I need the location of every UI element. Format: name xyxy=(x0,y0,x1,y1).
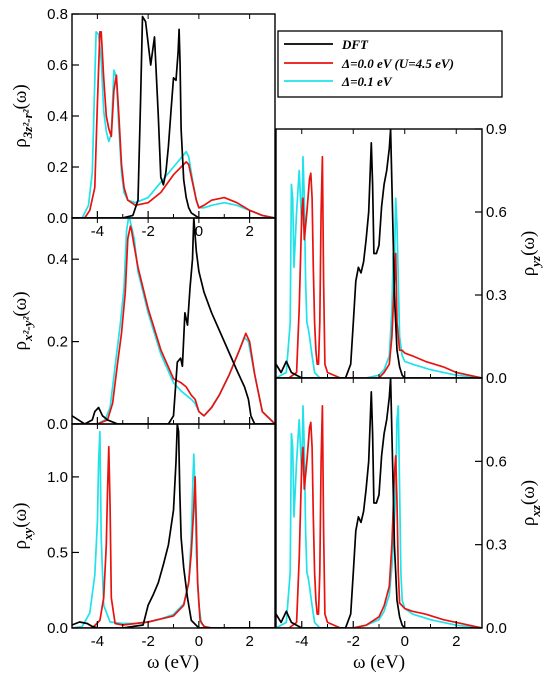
y-label-symbol: ρ xyxy=(10,540,31,549)
x-tick-label: -4 xyxy=(91,633,104,650)
panel-yz: 0.0 0.3 0.6 0.9 ρyz(ω) xyxy=(275,121,543,387)
x-tick-label: -4 xyxy=(295,633,308,650)
series-group xyxy=(72,15,275,218)
series-group xyxy=(72,218,275,424)
series-group xyxy=(276,129,482,378)
series-line-u45 xyxy=(72,30,275,218)
legend-label-d01: Δ=0.1 eV xyxy=(341,74,393,89)
y-label-arg: (ω) xyxy=(10,503,31,528)
legend-label-u45: Δ=0.0 eV (U=4.5 eV) xyxy=(341,56,454,71)
y-tick-label: 0.0 xyxy=(47,620,68,637)
y-label-subscript: 3z²-r² xyxy=(20,108,35,139)
y-axis-label: ρxy(ω) xyxy=(10,503,35,550)
y-tick-label: 0.4 xyxy=(47,251,68,268)
x-tick-label: 2 xyxy=(452,633,460,650)
y-label-symbol: ρ xyxy=(10,138,31,147)
y-tick-label: 0.6 xyxy=(486,204,507,221)
y-axis-label: ρ3z²-r²(ω) xyxy=(10,84,35,147)
plot-frame xyxy=(275,128,483,379)
y-label-arg: (ω) xyxy=(10,291,31,316)
y-tick-label: 1.0 xyxy=(47,469,68,486)
y-tick-label: 0.0 xyxy=(486,370,507,387)
x-tick-label: 0 xyxy=(195,633,203,650)
x-tick-label: -2 xyxy=(347,633,360,650)
y-label-subscript: yz xyxy=(528,255,543,269)
y-tick-label: 0.2 xyxy=(47,159,68,176)
panel-xy: -4 -2 0 2 0.0 0.5 1.0 ρxy(ω) xyxy=(10,423,276,650)
series-line-d01 xyxy=(276,155,482,378)
y-label-symbol: ρ xyxy=(518,517,539,526)
series-line-u45 xyxy=(276,155,482,378)
x-tick-label: 2 xyxy=(245,633,253,650)
series-line-d01 xyxy=(72,218,275,424)
legend: DFT Δ=0.0 eV (U=4.5 eV) Δ=0.1 eV xyxy=(277,30,503,98)
y-axis-label: ρxz(ω) xyxy=(518,480,543,526)
y-label-subscript: xz xyxy=(528,504,543,518)
panel-xz: -4 -2 0 2 0.0 0.3 0.6 ρxz(ω) xyxy=(275,377,543,650)
panel-x2-y2: 0.0 0.2 0.4 ρx²-y²(ω) xyxy=(10,217,276,433)
y-label-arg: (ω) xyxy=(518,480,539,505)
y-label-arg: (ω) xyxy=(10,84,31,109)
plot-frame xyxy=(275,377,483,629)
y-tick-label: 0.3 xyxy=(486,287,507,304)
x-tick-label: 0 xyxy=(195,223,203,240)
x-tick-label: -4 xyxy=(91,223,104,240)
y-tick-label: 0.3 xyxy=(486,537,507,554)
y-tick-label: 0.6 xyxy=(486,453,507,470)
series-group xyxy=(276,378,482,628)
x-tick-label: -2 xyxy=(141,633,154,650)
series-group xyxy=(72,424,275,628)
series-line-u45 xyxy=(276,404,482,628)
y-tick-label: 0.0 xyxy=(486,620,507,637)
series-line-dft xyxy=(72,424,275,628)
y-label-subscript: xy xyxy=(20,527,35,541)
series-line-u45 xyxy=(72,225,275,424)
series-line-dft xyxy=(72,15,275,218)
legend-label-dft: DFT xyxy=(341,37,369,52)
y-label-arg: (ω) xyxy=(518,231,539,256)
y-tick-label: 0.8 xyxy=(47,6,68,23)
y-tick-label: 0.0 xyxy=(47,416,68,433)
legend-box xyxy=(277,30,503,98)
y-tick-label: 0.2 xyxy=(47,334,68,351)
x-tick-label: 0 xyxy=(401,633,409,650)
plot-frame xyxy=(71,423,276,629)
series-line-u45 xyxy=(72,445,275,628)
x-tick-label: -2 xyxy=(141,223,154,240)
x-tick-label: 2 xyxy=(245,223,253,240)
y-label-symbol: ρ xyxy=(518,267,539,276)
y-tick-label: 0.4 xyxy=(47,108,68,125)
series-line-dft xyxy=(276,129,482,378)
y-tick-label: 0.0 xyxy=(47,210,68,227)
panel-3z2-r2: -4 -2 0 2 0.0 0.2 0.4 0.6 0.8 ρ3z²-r²(ω) xyxy=(10,6,276,240)
series-line-dft xyxy=(72,218,275,424)
series-line-d01 xyxy=(72,430,275,628)
x-axis-label-right: ω (eV) xyxy=(353,652,405,673)
panels: -4 -2 0 20.00.20.40.60.8ρ3z²-r²(ω)0.00.20.4… xyxy=(10,6,543,650)
y-tick-label: 0.5 xyxy=(47,544,68,561)
y-axis-label: ρx²-y²(ω) xyxy=(10,291,35,350)
series-line-d01 xyxy=(276,404,482,628)
plot-frame xyxy=(71,217,276,425)
y-tick-label: 0.9 xyxy=(486,121,507,138)
x-axis-label-left: ω (eV) xyxy=(147,652,199,673)
y-tick-label: 0.6 xyxy=(47,57,68,74)
y-label-symbol: ρ xyxy=(10,341,31,350)
y-label-subscript: x²-y² xyxy=(20,316,35,342)
y-axis-label: ρyz(ω) xyxy=(518,231,543,277)
series-line-dft xyxy=(276,378,482,628)
